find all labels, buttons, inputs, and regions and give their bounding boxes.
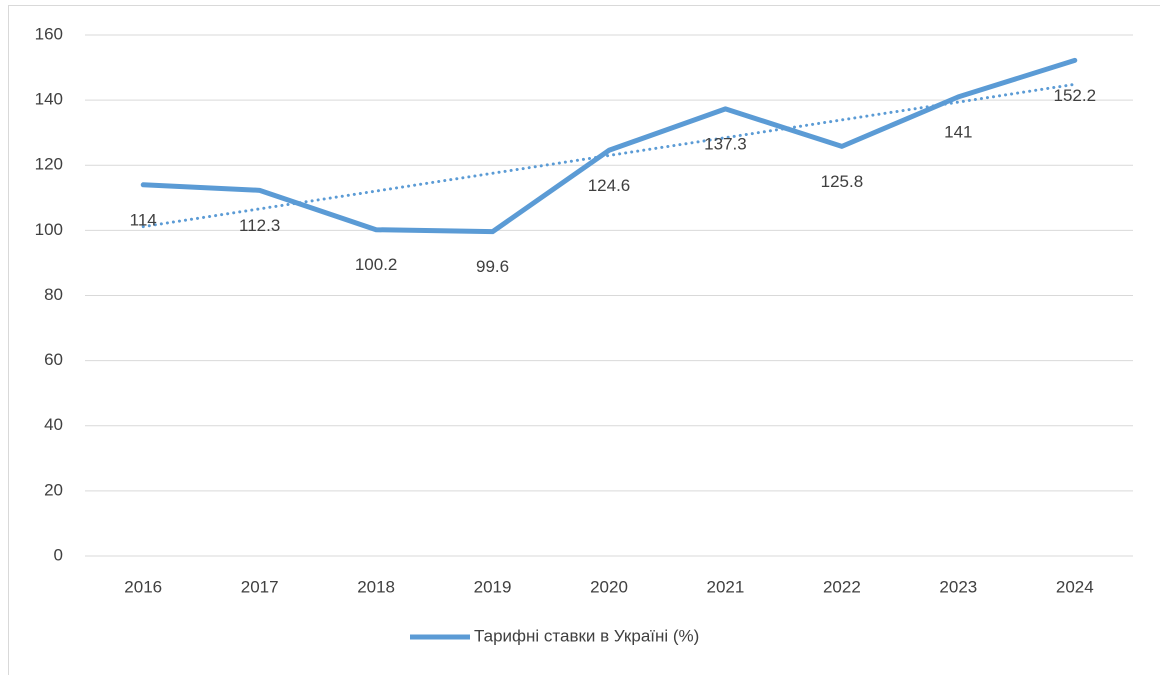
chart-frame [8, 5, 1160, 675]
data-label: 112.3 [239, 216, 280, 235]
x-tick-label: 2020 [590, 577, 628, 596]
x-tick-label: 2018 [357, 577, 395, 596]
data-line [140, 57, 1078, 235]
y-tick-label: 120 [35, 155, 63, 174]
x-tick-label: 2023 [939, 577, 977, 596]
y-tick-label: 140 [35, 90, 63, 109]
data-label: 100.2 [355, 255, 398, 274]
data-label: 124.6 [588, 176, 631, 195]
data-label: 99.6 [476, 257, 509, 276]
trendline [141, 82, 1077, 229]
y-tick-label: 20 [44, 480, 63, 499]
y-tick-label: 60 [44, 350, 63, 369]
data-label: 137.3 [704, 134, 747, 153]
x-tick-label: 2024 [1056, 577, 1094, 596]
data-label: 114 [130, 210, 157, 229]
y-tick-label: 40 [44, 415, 63, 434]
x-tick-label: 2019 [474, 577, 512, 596]
legend-label: Тарифні ставки в Україні (%) [474, 626, 699, 645]
x-tick-label: 2017 [241, 577, 279, 596]
x-tick-label: 2021 [707, 577, 745, 596]
y-tick-label: 100 [35, 220, 63, 239]
x-tick-label: 2022 [823, 577, 861, 596]
data-label: 125.8 [821, 172, 864, 191]
data-label: 141 [944, 122, 972, 141]
x-tick-label: 2016 [124, 577, 162, 596]
y-tick-label: 80 [44, 285, 63, 304]
y-tick-label: 0 [54, 545, 63, 564]
y-tick-label: 160 [35, 24, 63, 43]
data-label: 152.2 [1054, 86, 1097, 105]
